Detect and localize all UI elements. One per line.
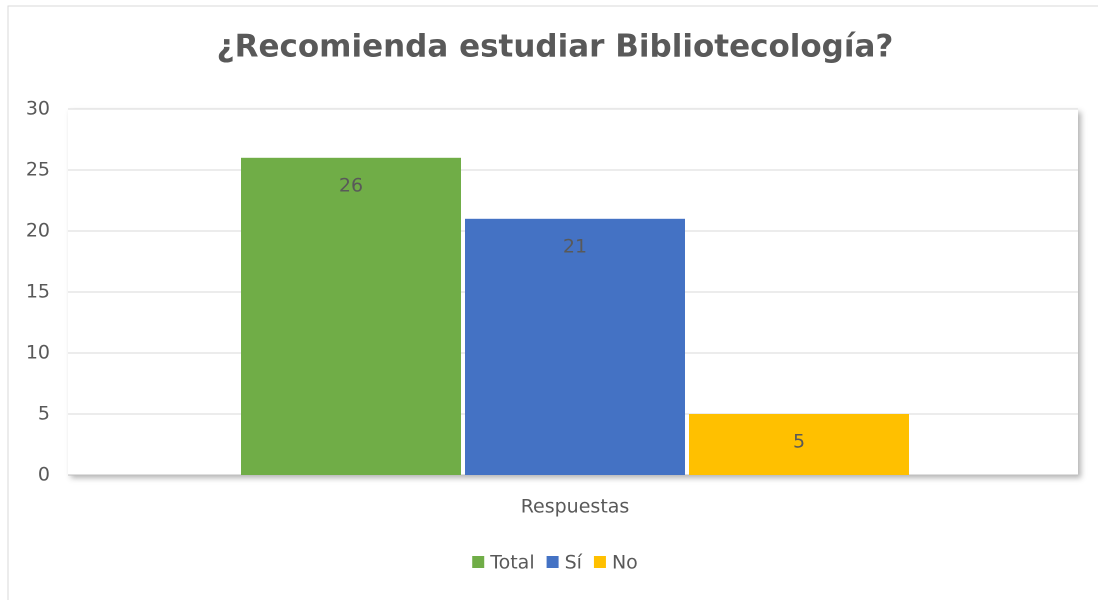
legend-swatch: [593, 556, 606, 568]
x-tick-label: Respuestas: [521, 496, 630, 518]
bar: [689, 414, 909, 475]
legend: Total Sí No: [472, 552, 638, 574]
bar: [241, 157, 461, 476]
bar: [465, 218, 685, 476]
legend-swatch: [472, 556, 485, 568]
y-tick-label: 0: [38, 464, 50, 486]
data-label: 26: [339, 174, 363, 196]
y-tick-label: 25: [26, 159, 50, 181]
y-tick-label: 15: [26, 281, 50, 303]
y-tick-label: 5: [38, 403, 50, 425]
y-tick-label: 20: [26, 220, 50, 242]
y-tick-label: 30: [26, 98, 50, 120]
data-label: 5: [793, 431, 805, 453]
y-tick-label: 10: [26, 342, 50, 364]
data-label: 21: [563, 235, 587, 257]
legend-label: Sí: [565, 552, 583, 574]
legend-label: No: [612, 552, 638, 574]
legend-swatch: [546, 556, 559, 568]
legend-label: Total: [489, 552, 534, 574]
chart-title: ¿Recomienda estudiar Bibliotecología?: [217, 29, 894, 65]
